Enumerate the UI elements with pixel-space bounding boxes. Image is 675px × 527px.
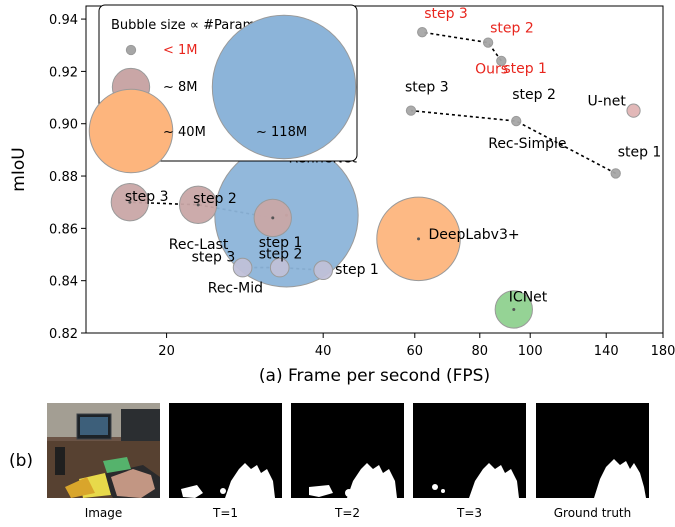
image-caption: T=3 <box>456 506 482 520</box>
image-caption: Ground truth <box>554 506 632 520</box>
bubble-point <box>482 37 494 48</box>
image-caption: T=1 <box>212 506 238 520</box>
y-tick-label: 0.84 <box>49 275 78 290</box>
y-tick-label: 0.90 <box>49 118 78 133</box>
legend-entry-label: ~ 118M <box>256 125 307 140</box>
legend-entries: < 1M ~ 8M ~ 40M ~ 118M <box>88 14 357 174</box>
y-axis-ticks: 0.82 0.84 0.86 0.88 0.90 0.92 0.94 <box>49 13 86 342</box>
legend: Bubble size ∝ #Param (Million) < 1M~ 8M~… <box>88 4 358 174</box>
mask-blob <box>345 489 353 497</box>
point-label: step 1 <box>618 144 662 160</box>
legend-entry-label: ~ 40M <box>163 125 206 140</box>
photo-cup <box>55 447 65 475</box>
point-label: step 1 <box>259 235 303 251</box>
y-tick-label: 0.82 <box>49 327 78 342</box>
mask-hand-region <box>225 463 275 498</box>
bubble-point <box>610 168 621 179</box>
image-caption: Image <box>85 506 123 520</box>
series-name-label: Rec-Last <box>169 237 229 253</box>
x-tick-label: 60 <box>407 344 424 359</box>
mask-hand-region <box>347 463 397 498</box>
panel-b-label: (b) <box>9 451 33 471</box>
mask-blob <box>309 485 333 497</box>
point-label: step 2 <box>490 21 534 37</box>
bubbles <box>110 26 641 329</box>
series-name-label: Ours <box>475 62 508 78</box>
bubble-point <box>405 105 417 116</box>
y-tick-label: 0.86 <box>49 222 78 237</box>
photo-orange-note <box>65 477 95 498</box>
point-label: step 3 <box>424 6 468 22</box>
bubble-point <box>232 257 253 278</box>
mask-hand-region <box>469 463 519 498</box>
series-connector-ours <box>422 31 502 62</box>
x-tick-label: 40 <box>315 344 332 359</box>
legend-bubble <box>88 88 174 174</box>
mask-blob <box>220 488 226 494</box>
bubble-center <box>128 200 132 204</box>
x-tick-label: 80 <box>472 344 489 359</box>
bubble-point <box>313 260 334 281</box>
legend-bubble <box>125 44 137 56</box>
point-label: step 2 <box>512 87 556 103</box>
point-label: step 3 <box>192 250 236 266</box>
y-axis-label: mIoU <box>9 147 29 191</box>
input-photo <box>47 403 160 498</box>
x-tick-label: 100 <box>518 344 543 359</box>
panel-b: (b) Image T=1 T=2 T=3 Ground truth <box>9 403 649 520</box>
point-label: step 2 <box>193 191 237 207</box>
legend-bubble <box>211 14 357 160</box>
x-tick-label: 180 <box>651 344 675 359</box>
photo-monitor-screen <box>80 417 108 435</box>
series-name-label: Rec-Mid <box>208 281 263 297</box>
y-tick-label: 0.92 <box>49 65 78 80</box>
legend-entry-label: < 1M <box>163 43 198 58</box>
y-tick-label: 0.94 <box>49 13 78 28</box>
series-name-label: Rec-Simple <box>488 136 566 152</box>
bubble-point <box>417 26 428 38</box>
photo-green-note <box>103 457 131 473</box>
bubble-center <box>271 216 275 220</box>
segmentation-mask <box>413 403 526 498</box>
bubble-point <box>496 55 507 67</box>
photo-monitor-right <box>121 409 160 442</box>
x-axis-ticks: 20 40 60 80 100 140 180 <box>158 333 675 359</box>
x-tick-label: 20 <box>158 344 175 359</box>
bubble-center <box>512 307 516 311</box>
bubble-point <box>626 103 641 118</box>
y-tick-label: 0.88 <box>49 170 78 185</box>
bubble-point <box>269 257 290 278</box>
panel-b-images: Image T=1 T=2 T=3 Ground truth <box>47 403 649 520</box>
segmentation-mask <box>169 403 282 498</box>
photo-hand <box>111 469 155 498</box>
x-axis-label: (a) Frame per second (FPS) <box>259 366 490 386</box>
mask-hand-region <box>594 459 646 498</box>
point-label: step 2 <box>259 247 303 263</box>
point-label: step 1 <box>503 61 547 77</box>
bubble-center <box>196 203 200 207</box>
image-caption: T=2 <box>334 506 360 520</box>
point-label: step 1 <box>335 262 379 278</box>
point-label: step 3 <box>125 189 169 205</box>
mask-blob <box>432 484 438 490</box>
plot-frame <box>85 5 664 334</box>
segmentation-mask <box>536 403 649 498</box>
bubble-point <box>511 115 522 127</box>
series-connector-rec-simple <box>410 109 617 175</box>
point-label: U-net <box>588 94 627 110</box>
mask-blob <box>441 489 445 493</box>
segmentation-mask <box>291 403 404 498</box>
mask-blob <box>181 485 203 498</box>
point-label: step 3 <box>405 80 449 96</box>
point-label: ICNet <box>509 289 548 305</box>
legend-entry-label: ~ 8M <box>163 80 198 95</box>
bubble-center <box>417 237 421 241</box>
x-tick-label: 140 <box>594 344 619 359</box>
point-label: DeepLabv3+ <box>429 227 520 243</box>
